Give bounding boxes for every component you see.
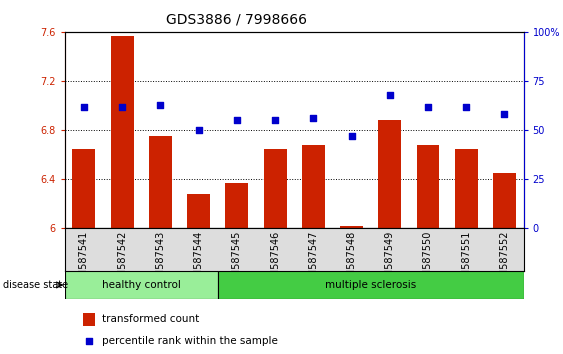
Point xyxy=(118,104,127,109)
Text: GSM587541: GSM587541 xyxy=(79,230,89,290)
Bar xyxy=(302,145,325,228)
Text: GSM587550: GSM587550 xyxy=(423,230,433,290)
Text: healthy control: healthy control xyxy=(102,280,181,290)
Point xyxy=(194,127,203,133)
Bar xyxy=(73,149,95,228)
Point xyxy=(385,92,394,98)
Text: GSM587552: GSM587552 xyxy=(499,230,510,290)
Text: GSM587543: GSM587543 xyxy=(155,230,166,290)
Bar xyxy=(378,120,401,228)
Point xyxy=(309,115,318,121)
Bar xyxy=(455,149,477,228)
Bar xyxy=(65,271,218,299)
Text: GSM587544: GSM587544 xyxy=(194,230,204,290)
Bar xyxy=(218,271,524,299)
Point xyxy=(79,104,88,109)
Text: transformed count: transformed count xyxy=(102,314,199,325)
Text: GSM587551: GSM587551 xyxy=(461,230,471,290)
Bar xyxy=(149,136,172,228)
Point xyxy=(500,112,509,117)
Bar xyxy=(493,173,516,228)
Text: percentile rank within the sample: percentile rank within the sample xyxy=(102,336,278,346)
Text: GSM587545: GSM587545 xyxy=(232,230,242,290)
Text: GSM587542: GSM587542 xyxy=(117,230,127,290)
Point xyxy=(423,104,432,109)
Point xyxy=(347,133,356,139)
Bar xyxy=(110,35,133,228)
Bar xyxy=(417,145,440,228)
Text: GSM587548: GSM587548 xyxy=(346,230,356,290)
Text: disease state: disease state xyxy=(3,280,68,290)
Point xyxy=(462,104,471,109)
Text: GSM587547: GSM587547 xyxy=(309,230,318,290)
Point xyxy=(271,118,280,123)
Text: GDS3886 / 7998666: GDS3886 / 7998666 xyxy=(166,12,307,27)
Bar xyxy=(340,226,363,228)
Point xyxy=(233,118,242,123)
Bar xyxy=(263,149,287,228)
Text: multiple sclerosis: multiple sclerosis xyxy=(325,280,416,290)
Bar xyxy=(187,194,210,228)
Point xyxy=(84,338,93,344)
Point xyxy=(156,102,165,107)
Bar xyxy=(225,183,248,228)
Bar xyxy=(83,313,95,326)
Text: GSM587546: GSM587546 xyxy=(270,230,280,290)
Text: GSM587549: GSM587549 xyxy=(385,230,395,290)
